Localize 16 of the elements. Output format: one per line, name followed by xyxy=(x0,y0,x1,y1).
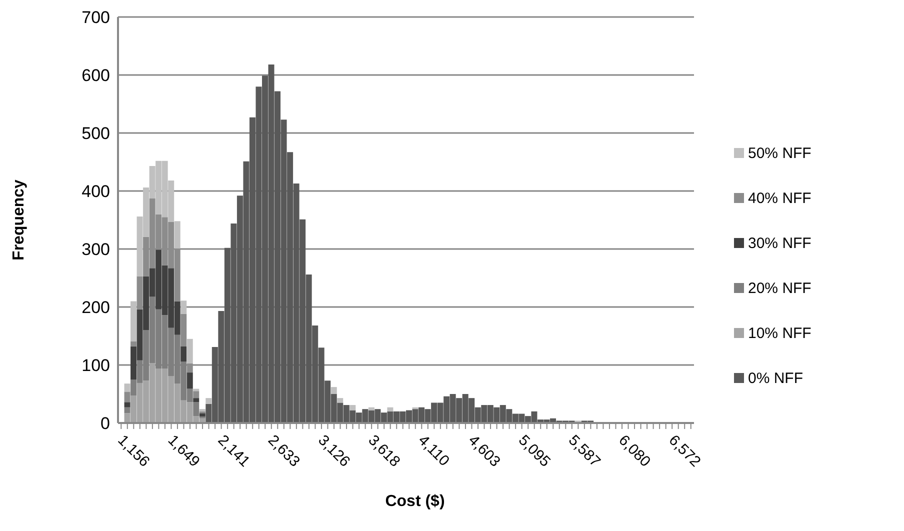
x-axis-title: Cost ($) xyxy=(384,493,446,511)
legend-label: 0% NFF xyxy=(748,370,804,386)
legend-label: 10% NFF xyxy=(748,324,812,342)
legend-label: 40% NFF xyxy=(748,190,812,206)
y-tick-label: 200 xyxy=(82,298,110,318)
legend-label: 20% NFF xyxy=(748,280,812,296)
y-tick-label: 700 xyxy=(82,8,110,28)
y-tick-label: 400 xyxy=(82,182,110,202)
y-tick-label: 0 xyxy=(100,414,110,434)
y-tick-label: 600 xyxy=(82,66,110,86)
y-tick-label: 500 xyxy=(82,124,110,144)
legend-label: 30% NFF xyxy=(748,234,812,252)
y-tick-label: 300 xyxy=(82,240,110,260)
y-tick-label: 100 xyxy=(82,356,110,376)
y-axis-title: Frequency xyxy=(10,179,28,260)
legend-label: 50% NFF xyxy=(748,144,812,162)
